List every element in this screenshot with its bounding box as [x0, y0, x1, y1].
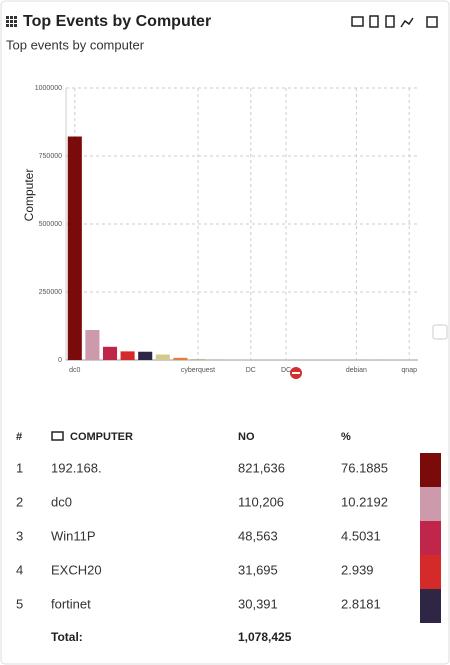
csv-icon[interactable]	[369, 15, 379, 28]
resize-handle[interactable]	[432, 324, 448, 340]
pdf-icon[interactable]	[385, 15, 395, 28]
bar	[173, 357, 188, 360]
x-tick-label: qnap	[401, 367, 417, 374]
legend-swatch	[420, 521, 441, 555]
column-header: #	[16, 431, 22, 443]
table-cell: 31,695	[238, 562, 278, 577]
y-tick-label: 250000	[39, 289, 62, 296]
total-cell: Total:	[51, 630, 83, 644]
table-cell: 5	[16, 596, 23, 611]
table-cell: 192.168.	[51, 460, 102, 475]
table-cell: 30,391	[238, 596, 278, 611]
table-cell: 2.939	[341, 562, 374, 577]
bar	[85, 330, 100, 360]
column-header: NO	[238, 431, 255, 443]
bar	[102, 346, 118, 360]
table-cell: 48,563	[238, 528, 278, 543]
table-cell: 10.2192	[341, 494, 388, 509]
x-tick-label: cyberquest	[181, 367, 215, 374]
bar	[67, 136, 82, 360]
legend-swatch	[420, 487, 441, 521]
subtitle: Top events by computer	[6, 37, 145, 52]
table-cell: EXCH20	[51, 562, 102, 577]
legend-swatch	[420, 453, 441, 487]
column-header: COMPUTER	[70, 431, 133, 443]
table-cell: dc0	[51, 494, 72, 509]
x-tick-label: DC	[281, 367, 291, 374]
x-tick-label: dc0	[69, 367, 80, 374]
table-cell: 821,636	[238, 460, 285, 475]
edit-icon[interactable]	[426, 16, 438, 28]
chart-type-icon[interactable]	[400, 17, 414, 28]
y-tick-label: 1000000	[35, 85, 62, 92]
table-cell: 3	[16, 528, 23, 543]
bar	[208, 359, 223, 360]
y-tick-label: 500000	[39, 221, 62, 228]
y-tick-label: 750000	[39, 153, 62, 160]
table-cell: 2.8181	[341, 596, 381, 611]
table-cell: 1	[16, 460, 23, 475]
grid-icon	[6, 16, 17, 27]
computer-icon	[51, 431, 64, 441]
bar	[190, 359, 206, 360]
table-cell: 4	[16, 562, 23, 577]
total-cell: 1,078,425	[238, 630, 292, 644]
x-tick-label: DC	[246, 367, 256, 374]
table-cell: 76.1885	[341, 460, 388, 475]
table-cell: fortinet	[51, 596, 91, 611]
bar	[155, 354, 170, 360]
legend-swatch	[420, 555, 441, 589]
table-cell: 2	[16, 494, 23, 509]
title: Top Events by Computer	[23, 13, 211, 30]
view-icon[interactable]	[351, 16, 364, 27]
table-cell: 110,206	[238, 494, 284, 509]
table-cell: 4.5031	[341, 528, 381, 543]
x-tick-label: debian	[346, 367, 367, 374]
legend-swatch	[420, 589, 441, 623]
y-axis-label: Computer	[22, 169, 36, 222]
bar	[120, 351, 135, 360]
table-cell: Win11P	[51, 528, 96, 543]
bar	[138, 351, 153, 360]
column-header: %	[341, 431, 351, 443]
y-tick-label: 0	[58, 357, 62, 364]
